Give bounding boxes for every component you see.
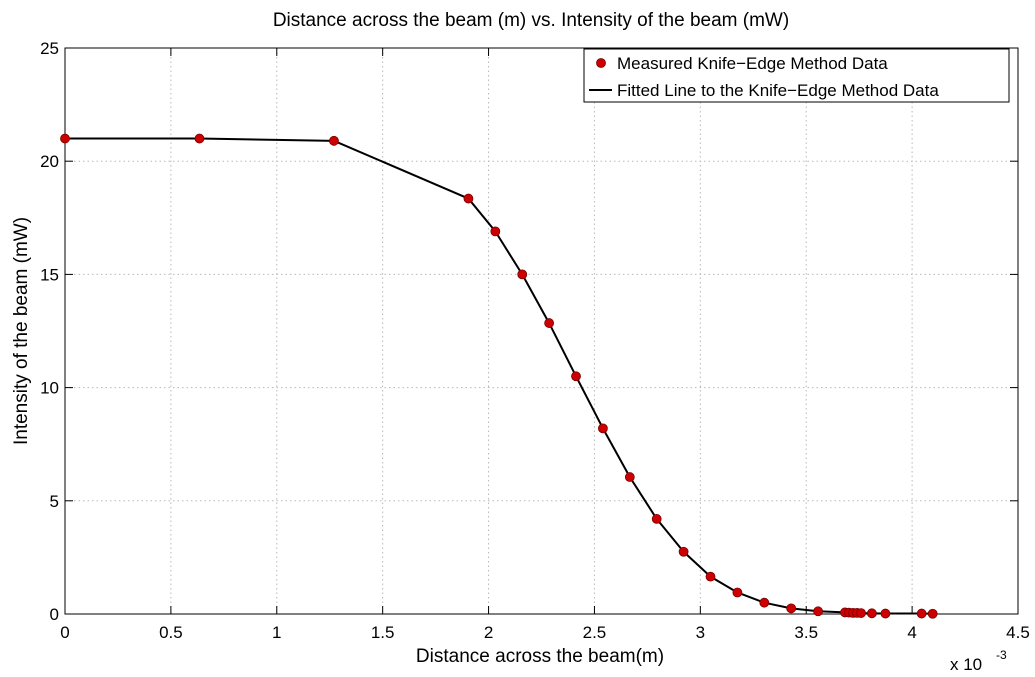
data-point [732, 587, 743, 598]
data-point [651, 514, 662, 524]
axis-ticks: 0 0.5 1 1.5 2 2.5 3 3.5 4 4.5 0 5 10 15 20 25 [40, 39, 1030, 642]
data-point [571, 371, 581, 382]
data-point [624, 472, 635, 482]
legend-label-measured: Measured Knife−Edge Method Data [617, 54, 888, 73]
legend: Measured Knife−Edge Method Data Fitted L… [583, 48, 1010, 103]
data-point [517, 269, 528, 280]
x-axis-title: Distance across the beam(m) [416, 646, 664, 667]
data-point [194, 133, 205, 144]
data-point [880, 608, 891, 619]
data-point [916, 608, 927, 619]
data-point [705, 571, 716, 582]
chart-title: Distance across the beam (m) vs. Intensi… [273, 10, 789, 31]
x-tick-label: 3.5 [794, 623, 818, 642]
y-tick-label: 10 [40, 379, 59, 398]
data-point [490, 226, 501, 237]
x-tick-label: 0.5 [159, 623, 183, 642]
data-point [678, 546, 689, 557]
data-point [759, 597, 770, 608]
y-axis-title: Intensity of the beam (mW) [11, 217, 32, 445]
data-point [329, 135, 339, 146]
fitted-line [65, 137, 933, 615]
series-layer [60, 133, 938, 619]
legend-label-fitted: Fitted Line to the Knife−Edge Method Dat… [617, 81, 939, 100]
x-tick-label: 4.5 [1006, 623, 1030, 642]
x-tick-label: 3 [696, 623, 705, 642]
data-point [598, 423, 608, 434]
data-point [60, 133, 70, 144]
y-tick-label: 15 [40, 265, 59, 284]
grid-lines [65, 48, 1018, 614]
legend-marker-measured [596, 58, 606, 68]
data-point [813, 606, 823, 617]
x-tick-label: 1.5 [371, 623, 395, 642]
x-tick-label: 2.5 [583, 623, 607, 642]
y-tick-label: 0 [50, 605, 59, 624]
x-axis-multiplier-exponent: -3 [996, 648, 1007, 662]
x-tick-label: 1 [272, 623, 281, 642]
y-tick-label: 5 [50, 492, 59, 511]
data-point [786, 603, 797, 614]
data-point [544, 318, 555, 328]
x-axis-multiplier: x 10 -3 [950, 648, 1007, 674]
x-tick-label: 0 [60, 623, 69, 642]
data-point [463, 193, 474, 204]
x-axis-multiplier-base: x 10 [950, 655, 982, 674]
y-tick-label: 20 [40, 152, 59, 171]
data-point [927, 608, 938, 619]
x-tick-label: 2 [484, 623, 493, 642]
plot-area-frame [64, 47, 1019, 615]
y-tick-label: 25 [40, 39, 59, 58]
data-point [866, 608, 877, 619]
x-tick-label: 4 [907, 623, 916, 642]
data-point [856, 608, 866, 618]
legend-box [583, 48, 1010, 103]
